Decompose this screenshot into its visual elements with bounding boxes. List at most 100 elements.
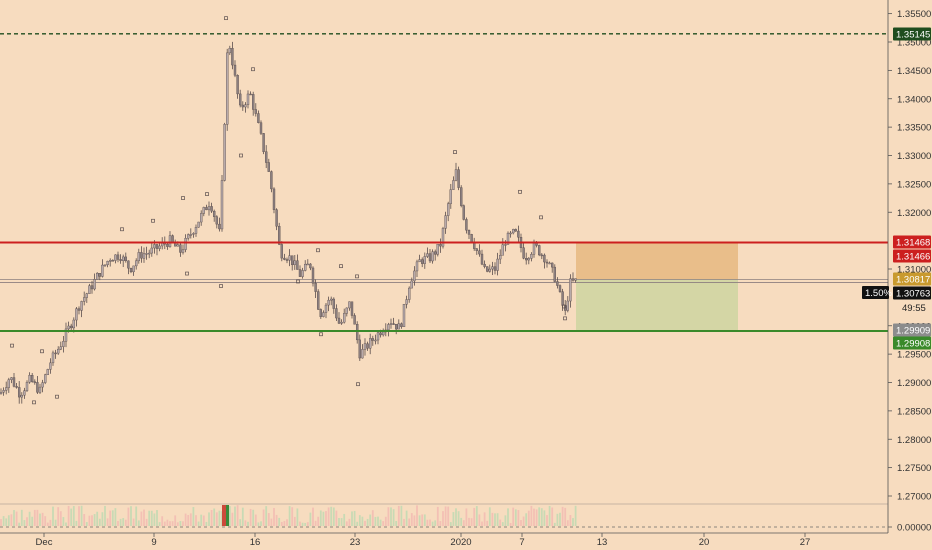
volume-bar: [286, 519, 288, 526]
candle-body: [467, 229, 471, 235]
candle-body: [28, 375, 31, 383]
price-axis[interactable]: 1.27000 1.27500 1.28000 1.28500 1.29000 1.295…: [887, 0, 931, 534]
position-box[interactable]: [0, 242, 888, 331]
candle-body: [134, 260, 138, 267]
time-tick-label: 23: [350, 537, 361, 548]
price-tick-label: 1.33500: [897, 123, 931, 134]
wick-marker: [224, 16, 228, 21]
candle-body: [64, 328, 68, 342]
volume-bar: [192, 507, 195, 526]
volume-bar: [93, 514, 96, 526]
volume-bar: [179, 521, 182, 526]
volume-spike: [226, 505, 229, 526]
volume-bar: [182, 521, 184, 526]
volume-bar: [208, 512, 210, 526]
volume-bar: [514, 509, 517, 526]
candle-body: [444, 215, 447, 229]
volume-bar: [171, 521, 174, 526]
candle-body: [387, 324, 390, 331]
target-tag-bg: [893, 249, 931, 263]
candle-body: [366, 343, 369, 349]
candle-body: [335, 308, 338, 319]
volume-bar: [114, 508, 117, 526]
volume-bar: [546, 515, 548, 526]
candle-body: [192, 233, 195, 235]
volume-bar: [304, 522, 307, 526]
candle-body: [265, 151, 268, 163]
volume-bar: [335, 510, 338, 526]
volume-bar: [275, 514, 278, 526]
volume-bar: [379, 519, 382, 526]
candle-body: [291, 255, 294, 265]
candle-body: [51, 352, 55, 364]
horizontal-lines[interactable]: [0, 33, 888, 332]
entry-tag: 1.30817: [893, 272, 931, 286]
volume-bar: [101, 512, 104, 526]
volume-bar: [556, 513, 559, 526]
volume-bar: [54, 519, 57, 526]
candle-body: [400, 323, 403, 327]
candle-body: [319, 309, 322, 317]
candle-body: [434, 251, 437, 255]
candle-body: [85, 293, 89, 298]
volume-bar: [392, 509, 395, 526]
candle-body: [317, 291, 320, 310]
volume-bar: [132, 518, 135, 526]
candle-body: [254, 109, 258, 114]
candle-body: [210, 206, 213, 212]
time-tick-label: Dec: [36, 537, 53, 548]
candle-body: [405, 299, 408, 305]
volume-bar: [468, 517, 470, 526]
candle-body: [343, 313, 346, 323]
volume-bar: [460, 517, 463, 526]
volume-bar: [130, 506, 132, 526]
volume-bar: [163, 521, 166, 526]
percent-tag-bg: [862, 286, 889, 299]
stop-zone[interactable]: [576, 279, 738, 331]
candle-body: [166, 243, 169, 247]
volume-bar: [5, 518, 8, 526]
candle-body: [561, 291, 564, 306]
candle-body: [353, 315, 356, 325]
volume-bar: [49, 519, 52, 526]
volume-bar: [496, 513, 499, 526]
volume-bar: [525, 513, 528, 526]
candle-body: [569, 278, 572, 302]
candle-body: [379, 332, 382, 336]
candle-body: [202, 207, 206, 214]
candle-body: [356, 324, 359, 341]
candle-body: [441, 228, 445, 247]
target-zone[interactable]: [576, 242, 738, 280]
volume-bar: [421, 514, 424, 526]
volume-bar: [449, 522, 452, 526]
candle-body: [462, 205, 465, 220]
candle-body: [251, 94, 255, 110]
volume-bar: [332, 507, 335, 526]
volume-bar: [296, 508, 299, 526]
candle-body: [540, 254, 543, 257]
time-axis[interactable]: Dec 9 16 23 2020 7 13 20 27: [0, 532, 888, 548]
volume-bar: [517, 510, 520, 526]
volume-bar: [117, 521, 119, 526]
time-tick-label: 7: [519, 537, 524, 548]
candle-body: [374, 339, 377, 342]
candle-body: [4, 387, 8, 391]
candle-body: [108, 260, 112, 262]
volume-bar: [72, 506, 75, 526]
volume-bar: [377, 516, 379, 526]
volume-bar: [444, 506, 447, 526]
volume-bar: [127, 507, 130, 526]
volume-bar: [462, 520, 465, 526]
candle-body: [121, 256, 125, 261]
candle-body: [7, 379, 11, 388]
candle-body: [538, 245, 541, 256]
candle-body: [197, 221, 200, 228]
candle-body: [426, 253, 429, 257]
volume-bar: [442, 511, 444, 526]
candle-body: [439, 244, 442, 247]
candle-body: [179, 244, 182, 253]
volume-bar: [403, 518, 405, 526]
candle-body: [184, 238, 187, 250]
